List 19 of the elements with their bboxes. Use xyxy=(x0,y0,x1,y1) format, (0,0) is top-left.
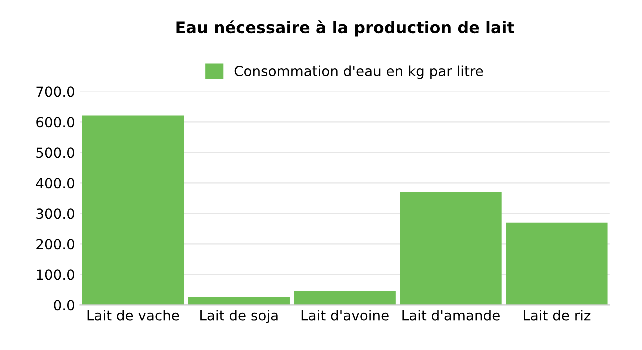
chart-title: Eau nécessaire à la production de lait xyxy=(176,20,514,37)
y-tick-label: 600.0 xyxy=(36,117,74,128)
y-tick-label: 700.0 xyxy=(36,86,74,98)
x-tick-label: Lait d'avoine xyxy=(302,310,389,321)
bar xyxy=(506,222,608,306)
y-tick-label: 400.0 xyxy=(36,178,74,189)
y-tick-label: 200.0 xyxy=(36,239,74,250)
bar xyxy=(400,192,502,306)
x-tick-label: Lait de vache xyxy=(88,310,180,321)
x-tick-label: Lait de riz xyxy=(524,310,591,321)
y-tick-label: 100.0 xyxy=(37,270,74,280)
y-tick-label: 500.0 xyxy=(36,148,74,158)
y-tick-label: 300.0 xyxy=(36,208,74,220)
x-tick-label: Lait d'amande xyxy=(402,310,500,321)
bar xyxy=(294,291,396,306)
bar xyxy=(82,116,184,306)
y-tick-label: 0.0 xyxy=(54,300,74,311)
legend-label: Consommation d'eau en kg par litre xyxy=(234,66,484,80)
x-tick-label: Lait de soja xyxy=(200,310,278,324)
